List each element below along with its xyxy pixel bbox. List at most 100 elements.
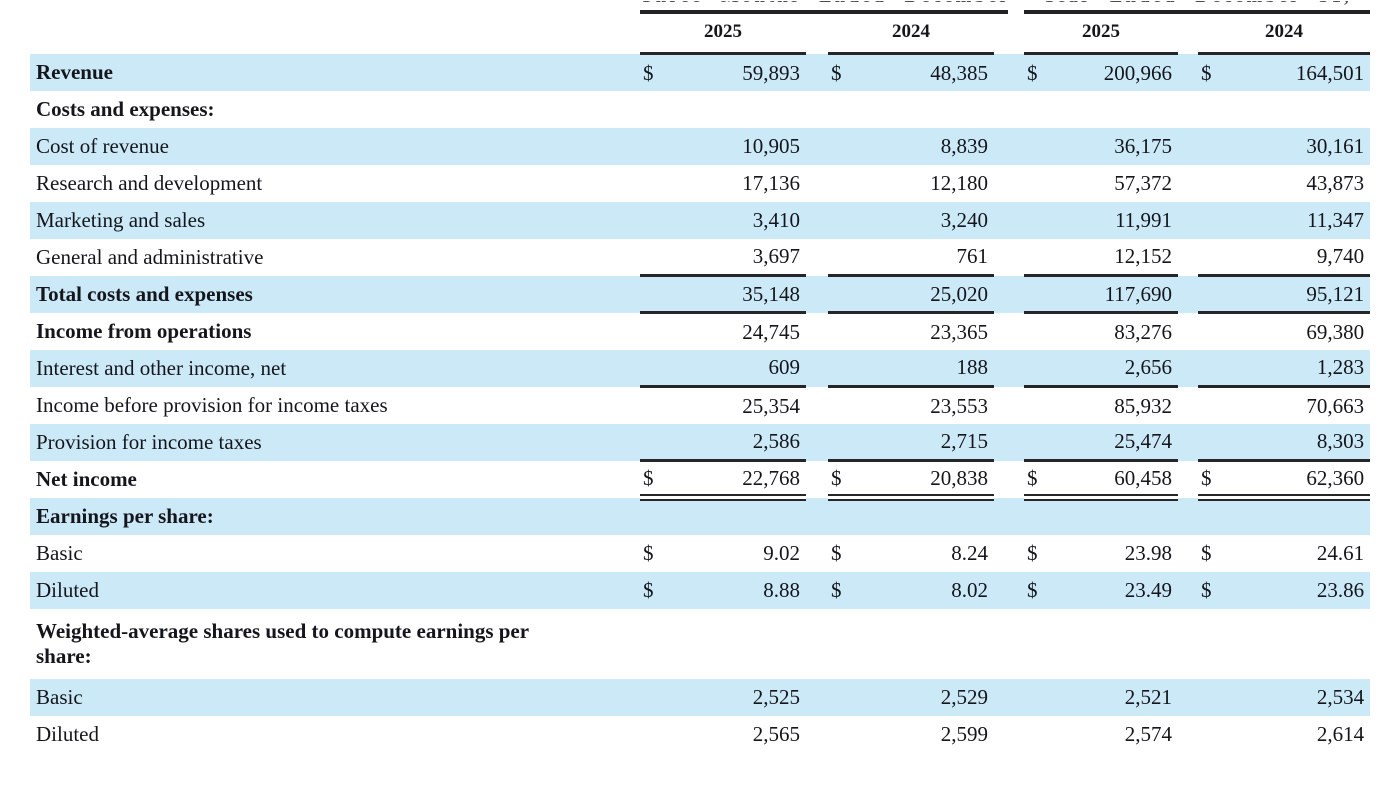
period-label-clipped-left: Three Months Ended December 31, bbox=[640, 1, 1024, 10]
currency-symbol: $ bbox=[828, 460, 862, 501]
value-cell: 59,893 bbox=[742, 60, 800, 85]
table-row-marketing-sales: Marketing and sales 3,410 3,240 11,991 1… bbox=[30, 201, 1371, 239]
year-column-header: 2025 bbox=[1024, 14, 1179, 55]
year-column-header: 2025 bbox=[640, 14, 806, 55]
value-cell: 761 bbox=[862, 238, 994, 277]
value-cell: 2,656 bbox=[1058, 349, 1179, 388]
table-row-interest-other-income: Interest and other income, net 609 188 2… bbox=[30, 349, 1371, 388]
row-label: Net income bbox=[36, 466, 137, 491]
value-cell: 62,360 bbox=[1232, 460, 1371, 501]
group-rule-left bbox=[640, 10, 1009, 14]
row-label: Income before provision for income taxes bbox=[36, 392, 388, 417]
table-row-eps-basic: Basic $ 9.02 $ 8.24 $ 23.98 $ 24.61 bbox=[30, 535, 1370, 572]
value-cell: 3,697 bbox=[674, 238, 806, 277]
value-cell: 43,873 bbox=[1306, 170, 1365, 195]
row-label: Costs and expenses: bbox=[36, 96, 215, 121]
value-cell: 8.02 bbox=[951, 577, 988, 602]
value-cell: 17,136 bbox=[742, 170, 800, 195]
currency-symbol: $ bbox=[1027, 60, 1038, 85]
period-group-left: Three Months Ended December 31, bbox=[640, 0, 1024, 14]
row-label: Research and development bbox=[36, 170, 263, 195]
value-cell: 48,385 bbox=[930, 60, 988, 85]
value-cell: 2,586 bbox=[674, 423, 806, 462]
table-row-revenue: Revenue $ 59,893 $ 48,385 $ 200,966 $ 16… bbox=[30, 53, 1371, 91]
value-cell: 9.02 bbox=[763, 540, 800, 565]
value-cell: 8,839 bbox=[940, 133, 988, 158]
group-rule-right bbox=[1024, 10, 1371, 14]
value-cell: 2,715 bbox=[862, 423, 994, 462]
currency-symbol: $ bbox=[1201, 540, 1212, 565]
value-cell: 70,663 bbox=[1306, 393, 1365, 418]
row-label: Revenue bbox=[36, 59, 113, 84]
income-statement-table: Three Months Ended December 31, Year End… bbox=[30, 0, 1371, 753]
value-cell: 3,240 bbox=[940, 207, 988, 232]
value-cell: 10,905 bbox=[742, 133, 800, 158]
value-cell: 164,501 bbox=[1295, 60, 1365, 85]
currency-symbol: $ bbox=[831, 540, 842, 565]
value-cell: 23,553 bbox=[930, 393, 988, 418]
year-column-header: 2024 bbox=[828, 14, 994, 55]
row-label: Diluted bbox=[36, 721, 99, 746]
table-row-shares-diluted: Diluted 2,565 2,599 2,574 2,614 bbox=[30, 716, 1370, 753]
value-cell: 30,161 bbox=[1306, 133, 1365, 158]
table-row-total-costs: Total costs and expenses 35,148 25,020 1… bbox=[30, 275, 1371, 314]
row-label: Diluted bbox=[36, 577, 99, 602]
row-label: Interest and other income, net bbox=[36, 355, 287, 380]
row-label: Total costs and expenses bbox=[36, 281, 253, 306]
value-cell: 9,740 bbox=[1232, 238, 1371, 277]
row-label: Provision for income taxes bbox=[36, 429, 262, 454]
currency-symbol: $ bbox=[1027, 540, 1038, 565]
row-label: Basic bbox=[36, 540, 83, 565]
row-label: Basic bbox=[36, 684, 83, 709]
value-cell: 35,148 bbox=[674, 275, 806, 314]
row-label: Marketing and sales bbox=[36, 207, 206, 232]
value-cell: 95,121 bbox=[1232, 275, 1371, 314]
currency-symbol: $ bbox=[1201, 60, 1212, 85]
value-cell: 3,410 bbox=[752, 207, 800, 232]
table-row-costs-header: Costs and expenses: bbox=[30, 91, 1370, 128]
currency-symbol: $ bbox=[1198, 460, 1233, 501]
table-row-general-administrative: General and administrative 3,697 761 12,… bbox=[30, 238, 1371, 277]
currency-symbol: $ bbox=[643, 577, 654, 602]
value-cell: 23.49 bbox=[1124, 577, 1173, 602]
value-cell: 11,991 bbox=[1115, 207, 1173, 232]
table-row-eps-diluted: Diluted $ 8.88 $ 8.02 $ 23.49 $ 23.86 bbox=[30, 571, 1371, 609]
value-cell: 24,745 bbox=[742, 319, 800, 344]
value-cell: 2,565 bbox=[752, 721, 800, 746]
value-cell: 117,690 bbox=[1058, 275, 1179, 314]
value-cell: 8,303 bbox=[1232, 423, 1371, 462]
value-cell: 25,020 bbox=[862, 275, 994, 314]
value-cell: 69,380 bbox=[1306, 319, 1365, 344]
value-cell: 57,372 bbox=[1114, 170, 1173, 195]
value-cell: 2,529 bbox=[940, 684, 988, 709]
period-group-right: Year Ended December 31, bbox=[1024, 0, 1371, 14]
header-spacer bbox=[30, 14, 640, 54]
year-column-header: 2024 bbox=[1198, 14, 1371, 55]
value-cell: 60,458 bbox=[1058, 460, 1179, 501]
value-cell: 2,525 bbox=[752, 684, 800, 709]
currency-symbol: $ bbox=[831, 60, 842, 85]
value-cell: 85,932 bbox=[1114, 393, 1173, 418]
value-cell: 1,283 bbox=[1232, 349, 1371, 388]
table-row-net-income: Net income $ 22,768 $ 20,838 $ 60,458 $ … bbox=[30, 460, 1371, 501]
header-spacer bbox=[30, 0, 640, 14]
value-cell: 8.88 bbox=[763, 577, 800, 602]
value-cell: 25,354 bbox=[742, 393, 800, 418]
value-cell: 23,365 bbox=[930, 319, 988, 344]
currency-symbol: $ bbox=[1024, 460, 1059, 501]
value-cell: 2,614 bbox=[1316, 721, 1365, 746]
value-cell: 11,347 bbox=[1307, 207, 1365, 232]
value-cell: 188 bbox=[862, 349, 994, 388]
value-cell: 20,838 bbox=[862, 460, 994, 501]
table-row-income-from-operations: Income from operations 24,745 23,365 83,… bbox=[30, 313, 1370, 350]
currency-symbol: $ bbox=[1027, 577, 1038, 602]
row-label: Income from operations bbox=[36, 318, 252, 343]
value-cell: 23.98 bbox=[1124, 540, 1173, 565]
table-row-shares-basic: Basic 2,525 2,529 2,521 2,534 bbox=[30, 678, 1371, 716]
currency-symbol: $ bbox=[640, 460, 674, 501]
table-row-provision-income-taxes: Provision for income taxes 2,586 2,715 2… bbox=[30, 423, 1371, 462]
value-cell: 24.61 bbox=[1316, 540, 1365, 565]
value-cell: 8.24 bbox=[951, 540, 988, 565]
row-label: Weighted-average shares used to compute … bbox=[36, 619, 529, 668]
